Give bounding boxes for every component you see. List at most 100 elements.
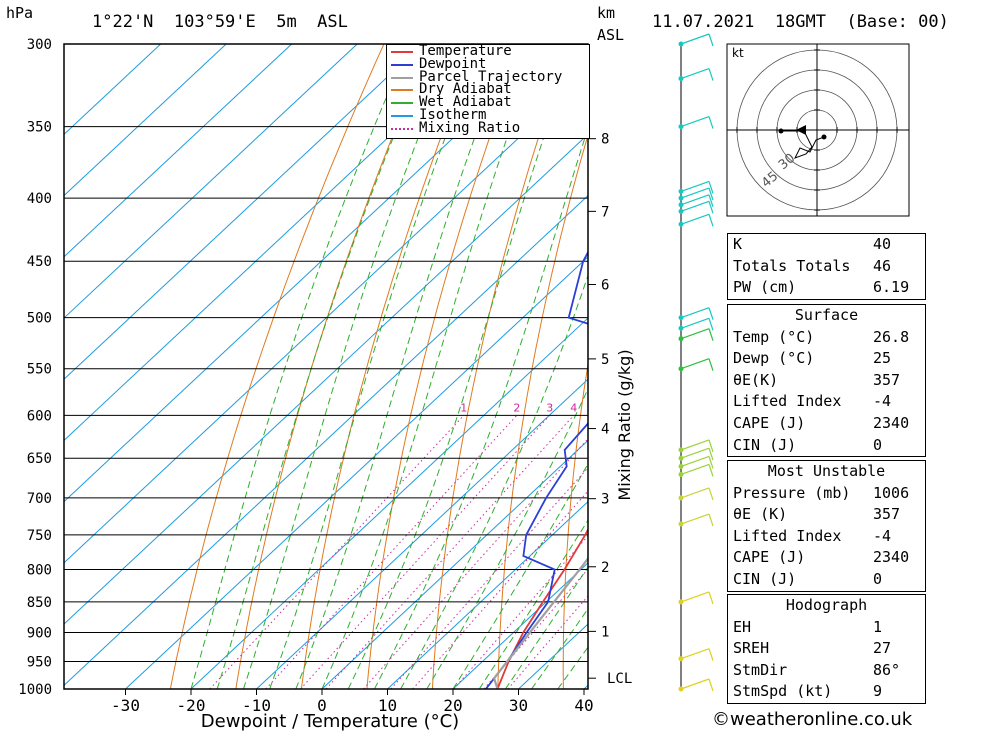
index-row: StmSpd (kt) 9	[733, 682, 883, 701]
mixing-ratio-label: 1	[460, 401, 467, 414]
wind-barb-shaft	[680, 328, 710, 340]
pressure-tick-label: 700	[27, 491, 52, 507]
legend-item: Mixing Ratio	[387, 119, 589, 136]
index-row: CAPE (J) 2340	[733, 548, 910, 567]
index-row: EH 1	[733, 617, 883, 636]
dry-adiabat-line	[169, 44, 385, 689]
x-tick-label: -10	[242, 696, 271, 715]
mixing-ratio-label: 2	[513, 401, 520, 414]
pressure-tick-label: 400	[27, 191, 52, 207]
legend-label: Parcel Trajectory	[419, 68, 563, 85]
index-row: K 40	[733, 235, 892, 253]
km-tick-label: 5	[601, 352, 609, 368]
index-row: CAPE (J) 2340	[733, 413, 910, 432]
legend-label: Mixing Ratio	[419, 119, 521, 136]
pressure-tick-label: 950	[27, 655, 52, 671]
wet-adiabat-line	[242, 44, 457, 689]
index-row: θE(K) 357	[733, 370, 901, 389]
index-row: Pressure (mb) 1006	[733, 483, 910, 502]
pressure-tick-label: 300	[27, 37, 52, 53]
dry-adiabat-line	[627, 44, 709, 689]
location-title: 1°22'N 103°59'E 5m ASL	[92, 12, 348, 32]
copyright-link[interactable]: ©weatheronline.co.uk	[712, 709, 913, 730]
hodograph-title: Hodograph	[785, 596, 868, 614]
wind-barb-shaft	[680, 358, 710, 370]
index-row: Dewp (°C) 25	[733, 349, 892, 368]
wet-adiabat-line	[347, 44, 576, 689]
mixing-ratio-line	[390, 466, 588, 689]
legend-item: Wet Adiabat	[387, 94, 589, 111]
pressure-tick-label: 550	[27, 362, 52, 378]
wind-barb-feather	[708, 513, 714, 527]
dewpoint-line	[485, 250, 588, 689]
x-axis-label: Dewpoint / Temperature (°C)	[201, 711, 459, 732]
wind-barb-feather	[708, 464, 714, 477]
x-tick-label: 10	[378, 696, 397, 715]
isotherm-line	[64, 44, 424, 380]
mixing-ratio-label: 3	[546, 401, 553, 414]
hodograph-storm-motion-marker	[796, 125, 806, 135]
x-tick-label: 30	[509, 696, 528, 715]
legend-label: Temperature	[419, 43, 512, 59]
surface-title: Surface	[794, 306, 859, 324]
hodograph-point	[778, 128, 784, 134]
wind-barb-feather	[708, 201, 714, 214]
legend-swatch	[391, 114, 413, 117]
km-unit-label: km	[597, 4, 616, 22]
mixing-ratio-label: 15	[687, 401, 701, 414]
wind-barb-shaft	[680, 116, 710, 128]
wind-barb-feather	[708, 591, 714, 605]
index-row: Totals Totals 46	[733, 256, 892, 275]
wind-barb-shaft	[680, 180, 710, 192]
wind-barb-feather	[708, 307, 714, 320]
isotherm-line	[64, 44, 555, 503]
hodograph-box: Hodograph EH 1 SREH 27 StmDir 86° StmSpd (k…	[727, 594, 926, 704]
pressure-tick-label: 850	[27, 595, 52, 611]
wind-barb-feather	[708, 328, 714, 341]
wet-adiabat-line	[373, 126, 588, 689]
isotherm-line	[125, 256, 588, 689]
isotherm-line	[321, 439, 588, 689]
wet-adiabat-line	[478, 519, 588, 689]
wind-barb-feather	[708, 678, 714, 692]
chart-legend: Temperature Dewpoint Parcel Trajectory Dry …	[386, 44, 590, 139]
wind-barb-feather	[708, 214, 714, 227]
wind-barb-feather	[708, 648, 714, 661]
hodograph-point	[821, 134, 827, 140]
legend-item: Temperature	[387, 43, 589, 59]
wind-barb-shaft	[680, 200, 710, 212]
mixing-ratio-label: 10	[649, 401, 663, 414]
datetime-title: 11.07.2021 18GMT (Base: 00)	[652, 12, 949, 32]
mixing-ratio-line	[300, 414, 551, 689]
wind-barb-feather	[708, 68, 714, 81]
wind-barb-feather	[708, 487, 714, 501]
legend-label: Dewpoint	[419, 55, 487, 72]
wind-barb-shaft	[680, 213, 710, 225]
wind-barb-shaft	[680, 648, 710, 660]
x-tick-label: 0	[317, 696, 327, 715]
legend-item: Dewpoint	[387, 55, 589, 72]
asl-unit-label: ASL	[597, 26, 625, 44]
x-tick-label: -20	[177, 696, 206, 715]
legend-swatch	[391, 89, 413, 92]
wind-barb-shaft	[680, 678, 710, 690]
wind-barb-shaft	[680, 307, 710, 319]
x-tick-label: 20	[443, 696, 462, 715]
wind-barb-feather	[708, 194, 714, 207]
wind-barb-shaft	[680, 455, 710, 467]
wet-adiabat-line	[216, 44, 433, 689]
legend-label: Wet Adiabat	[419, 94, 512, 111]
isotherm-line	[387, 500, 588, 689]
wet-adiabat-line	[531, 608, 588, 689]
index-row: SREH 27	[733, 639, 892, 658]
hodograph-unit: kt	[732, 46, 744, 60]
wind-barb-feather	[708, 33, 714, 47]
wind-barb-feather	[708, 187, 714, 201]
pressure-tick-label: 900	[27, 626, 52, 642]
km-tick-label: 4	[601, 422, 609, 438]
wind-barb-shaft	[680, 513, 710, 525]
wind-barb-shaft	[680, 591, 710, 603]
mixing-ratio-line	[363, 437, 588, 689]
lcl-label: LCL	[607, 671, 632, 687]
wind-barb-shaft	[680, 68, 710, 80]
